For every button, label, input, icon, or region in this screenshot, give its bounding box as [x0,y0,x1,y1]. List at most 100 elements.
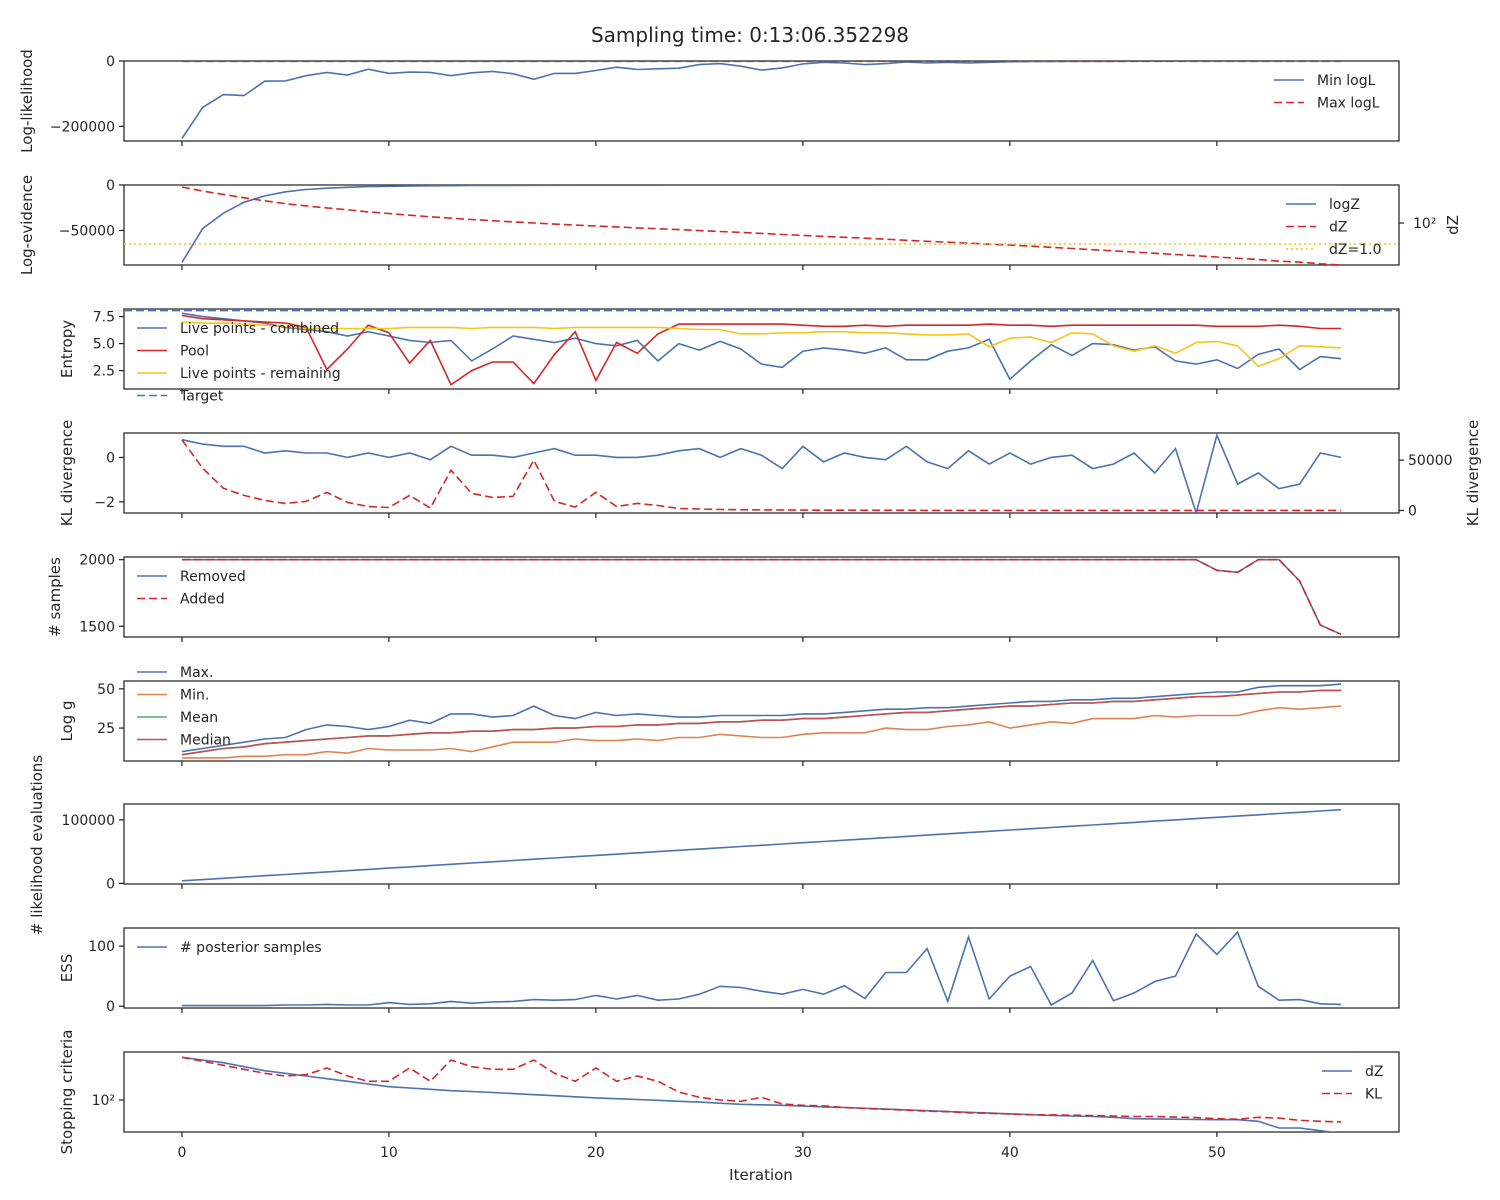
legend-label-max: Max. [180,665,213,681]
series-group [181,433,1342,513]
y2-tick-label: 0 [1408,503,1417,519]
x-tick-label: 20 [587,1145,605,1161]
x-tick-label: 50 [1208,1145,1226,1161]
chart-title: Sampling time: 0:13:06.352298 [591,23,909,47]
panel-2: 0 −50000 Log-evidence dZ 10² logZ dZ dZ=1.0 [18,175,1462,275]
y-tick-label: −200000 [50,119,115,135]
series-line-1 [181,808,1342,882]
legend-label-min: Min. [180,688,209,704]
y-axis-label: # likelihood evaluations [28,755,46,935]
series-group [181,1056,1342,1132]
plot-frame [123,184,1400,266]
legend-label-live-points-remaining: Live points - remaining [180,366,341,382]
x-tick-label: 10 [380,1145,398,1161]
legend: logZ dZ dZ=1.0 [1286,197,1381,258]
panels: 0 −200000 Log-likelihood Min logL Max logL 0 −… [18,49,1482,1161]
series-line-1 [181,433,1342,513]
legend: Max. Min. Mean Median [137,665,231,749]
legend: Removed Added [137,569,246,608]
series-line-removed [182,558,1342,636]
y-tick-label: −2 [94,495,115,511]
panel-7: 0 100000 # likelihood evaluations [28,755,1400,935]
legend-label-kl: KL [1365,1087,1382,1103]
series-group [182,930,1342,1007]
panel-1: 0 −200000 Log-likelihood Min logL Max logL [18,49,1400,153]
y2-axis-label: dZ [1444,215,1462,235]
series-group [182,558,1342,636]
x-axis-label: Iteration [729,1166,793,1184]
y-axis-label: KL divergence [58,420,76,526]
y-tick-label: 100 [88,939,115,955]
y-tick-label: 1500 [79,619,115,635]
y-tick-label: 0 [106,54,115,70]
y-tick-label: 0 [106,178,115,194]
series-group [124,309,1399,386]
series-line-max [181,683,1342,753]
plot-frame [123,803,1400,885]
series-line-live-points-combined [181,312,1342,381]
y-tick-label: −50000 [59,223,115,239]
legend-label-added: Added [180,592,225,608]
series-group [181,808,1342,882]
legend: Live points - combined Pool Live points - … [137,321,341,405]
y-tick-label: 25 [97,721,115,737]
legend: dZ KL [1322,1064,1383,1103]
y2-tick-label: 50000 [1408,453,1453,469]
legend-label-live-points-combined: Live points - combined [180,321,339,337]
y-axis-label: Log-likelihood [18,49,36,153]
legend: Min logL Max logL [1274,73,1380,112]
legend-label-removed: Removed [180,569,246,585]
legend-label-posterior-samples: # posterior samples [180,940,322,956]
series-line-dz [181,186,1342,265]
legend-label-min-logl: Min logL [1317,73,1376,89]
legend-label-target: Target [179,389,224,405]
y-tick-label: 2.5 [93,364,115,380]
y-axis-label: ESS [58,954,76,983]
y-tick-label: 0 [106,999,115,1015]
plot-frame [123,680,1400,762]
panel-9: 0 10 20 30 40 50 10² Stopping criteria dZ KL [58,1030,1400,1161]
y-tick-label: 100000 [62,813,115,829]
legend-label-mean: Mean [180,710,218,726]
series-line-posterior-samples [182,930,1342,1007]
plot-frame [123,60,1400,142]
y-tick-label: 0 [106,450,115,466]
legend: # posterior samples [137,940,322,956]
y-axis-label: Log g [58,700,76,741]
series-line-logz [181,185,1341,263]
legend-label-median: Median [180,733,231,749]
series-line-mean [181,689,1341,756]
series-group [181,683,1342,759]
legend-label-dz: dZ [1365,1064,1383,1080]
legend-label-max-logl: Max logL [1317,96,1380,112]
plot-frame [123,927,1400,1009]
y2-axis-label: KL divergence [1464,420,1482,526]
series-line-kl [181,1056,1342,1123]
x-tick-label: 30 [794,1145,812,1161]
series-line-min-logl [181,61,1341,139]
series-line-2 [181,439,1341,512]
y-tick-label: 50 [97,682,115,698]
series-group [124,185,1399,265]
plot-frame [123,432,1400,514]
y-tick-label: 2000 [79,553,115,569]
x-tick-label: 40 [1001,1145,1019,1161]
plot-frame [123,1051,1400,1133]
y-axis-label: Stopping criteria [58,1030,76,1155]
panel-6: 25 50 Log g Max. Min. Mean Median [58,665,1400,766]
plot-frame [123,308,1400,390]
panel-3: 2.5 5.0 7.5 Entropy Live points - combined Po… [58,308,1400,405]
y-axis-label: Entropy [58,320,76,378]
y-axis-label: Log-evidence [18,175,36,275]
y-tick-label: 0 [106,876,115,892]
plot-frame [123,556,1400,638]
legend-label-dz-1-0: dZ=1.0 [1329,242,1381,258]
y-axis-label: # samples [46,557,64,637]
series-line-median [181,689,1341,756]
legend-label-dz: dZ [1329,220,1347,236]
y-tick-label: 10² [92,1093,115,1109]
y-tick-label: 5.0 [93,337,115,353]
legend-label-pool: Pool [180,344,209,360]
panel-5: 1500 2000 # samples Removed Added [46,553,1400,642]
